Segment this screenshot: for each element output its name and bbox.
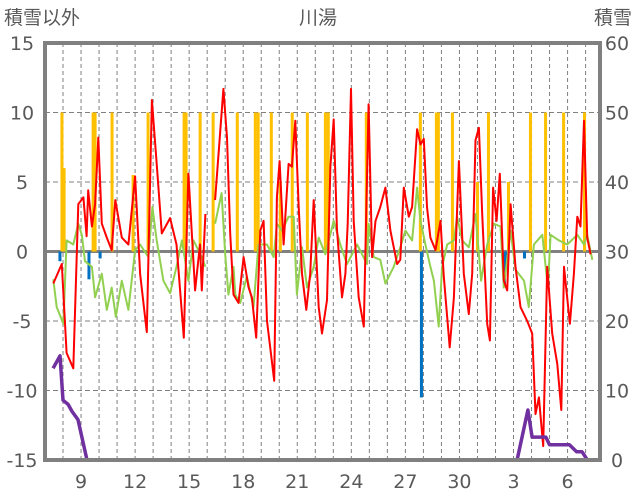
left-tick-label: 0	[16, 242, 28, 264]
x-tick-label: 12	[123, 471, 147, 493]
snowfall-bar	[93, 112, 97, 252]
snowfall-bar	[562, 112, 566, 252]
snowfall-bar	[253, 112, 257, 252]
x-tick-label: 27	[393, 471, 417, 493]
negative-bar	[419, 251, 423, 398]
snowfall-bar	[91, 112, 95, 252]
negative-bar	[98, 251, 102, 259]
snowfall-bar	[278, 182, 282, 252]
x-tick-label: 30	[447, 471, 471, 493]
snowfall-bar	[436, 112, 440, 252]
snowfall-bar	[486, 112, 490, 252]
snowfall-bar	[60, 112, 64, 252]
x-tick-label: 6	[562, 471, 574, 493]
snowfall-bar	[305, 112, 309, 252]
x-tick-label: 9	[75, 471, 87, 493]
snowfall-bar	[256, 112, 260, 252]
snowfall-bar	[323, 112, 327, 252]
negative-bar	[502, 251, 506, 287]
x-tick-label: 3	[507, 471, 519, 493]
snowfall-bar	[450, 112, 454, 252]
right-tick-label: 50	[605, 103, 629, 125]
right-tick-label: 30	[605, 242, 629, 264]
snowfall-bar	[326, 112, 330, 252]
right-tick-label: 20	[605, 311, 629, 333]
negative-bar	[522, 251, 526, 259]
snowfall-bar	[182, 112, 186, 252]
snowfall-bar	[235, 112, 239, 252]
snowfall-bar	[544, 112, 548, 252]
snowfall-bar	[528, 112, 532, 252]
snowfall-bar	[131, 175, 135, 252]
snowfall-bar	[146, 112, 150, 252]
snowfall-bar	[269, 112, 273, 252]
left-tick-label: -15	[6, 450, 37, 472]
snowfall-bar	[583, 112, 587, 252]
snowfall-bar	[198, 112, 202, 252]
left-tick-label: 15	[10, 33, 34, 55]
left-tick-label: -10	[6, 381, 37, 403]
snowfall-bar	[211, 112, 215, 252]
right-tick-label: 40	[605, 172, 629, 194]
snow_depth-line	[51, 354, 600, 462]
negative-bar	[58, 251, 62, 262]
plot-frame	[43, 41, 602, 462]
temperature-line	[52, 99, 207, 370]
snowfall-bar	[110, 112, 114, 252]
x-tick-label: 21	[285, 471, 309, 493]
green_series-line	[214, 186, 594, 328]
x-tick-label: 24	[339, 471, 363, 493]
left-tick-label: 5	[16, 172, 28, 194]
chart-title: 川湯	[299, 7, 337, 29]
snowfall-bar	[475, 182, 479, 252]
left-tick-label: -5	[13, 311, 32, 333]
snowfall-bar	[290, 112, 294, 252]
right-tick-label: 10	[605, 381, 629, 403]
right-tick-label: 60	[605, 33, 629, 55]
snowfall-bar	[62, 168, 66, 252]
right-tick-label: 0	[611, 450, 623, 472]
left-tick-label: 10	[10, 103, 34, 125]
x-tick-label: 18	[231, 471, 255, 493]
right-axis-label: 積雪	[594, 7, 632, 29]
snowfall-bar	[506, 182, 510, 252]
temperature-line	[214, 87, 592, 448]
x-tick-label: 15	[177, 471, 201, 493]
snowfall-bar	[434, 112, 438, 252]
snowfall-bar	[184, 112, 188, 252]
left-axis-label: 積雪以外	[4, 7, 80, 29]
snowfall-bar	[418, 112, 422, 252]
